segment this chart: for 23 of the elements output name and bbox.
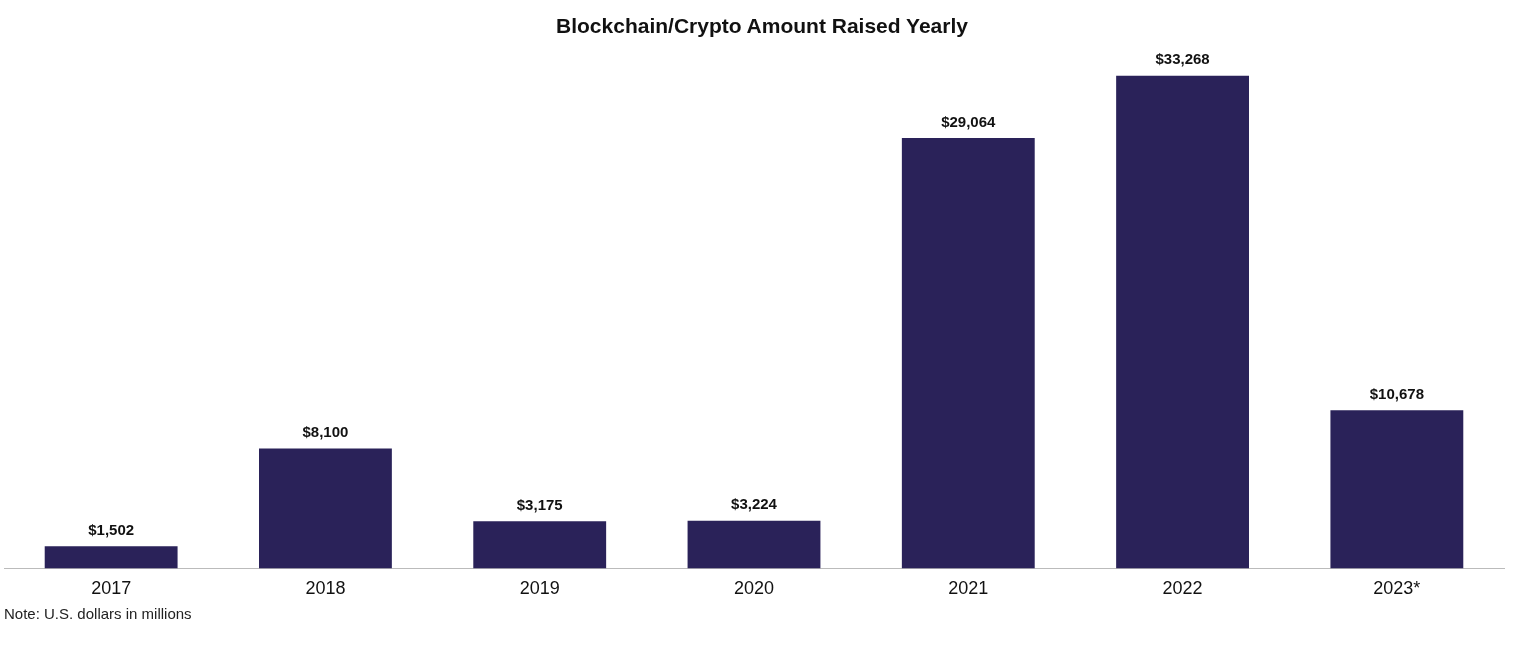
data-label: $3,224 — [731, 495, 778, 513]
data-label: $29,064 — [941, 112, 997, 130]
bar — [1116, 75, 1249, 569]
x-tick-label: 2018 — [305, 578, 346, 599]
x-tick-label: 2017 — [91, 578, 132, 599]
bar — [44, 546, 178, 569]
data-label: $8,100 — [302, 423, 349, 441]
x-tick-label: 2019 — [519, 578, 560, 599]
x-tick-label: 2023* — [1373, 578, 1421, 599]
bar — [901, 137, 1035, 569]
data-label: $10,678 — [1369, 384, 1424, 402]
x-tick-label: 2022 — [1162, 578, 1203, 599]
bar — [687, 520, 821, 569]
data-label: $1,502 — [88, 520, 135, 538]
text: Note: U.S. dollars in millions — [4, 604, 192, 624]
x-tick-label: 2021 — [948, 578, 989, 599]
x-tick-label: 2020 — [733, 578, 775, 599]
bar — [473, 521, 607, 569]
data-label: $33,268 — [1155, 50, 1210, 68]
bar — [259, 448, 392, 569]
chart-title: Blockchain/Crypto Amount Raised Yearly — [555, 14, 969, 38]
bar — [1330, 410, 1464, 569]
data-label: $3,175 — [516, 496, 563, 514]
